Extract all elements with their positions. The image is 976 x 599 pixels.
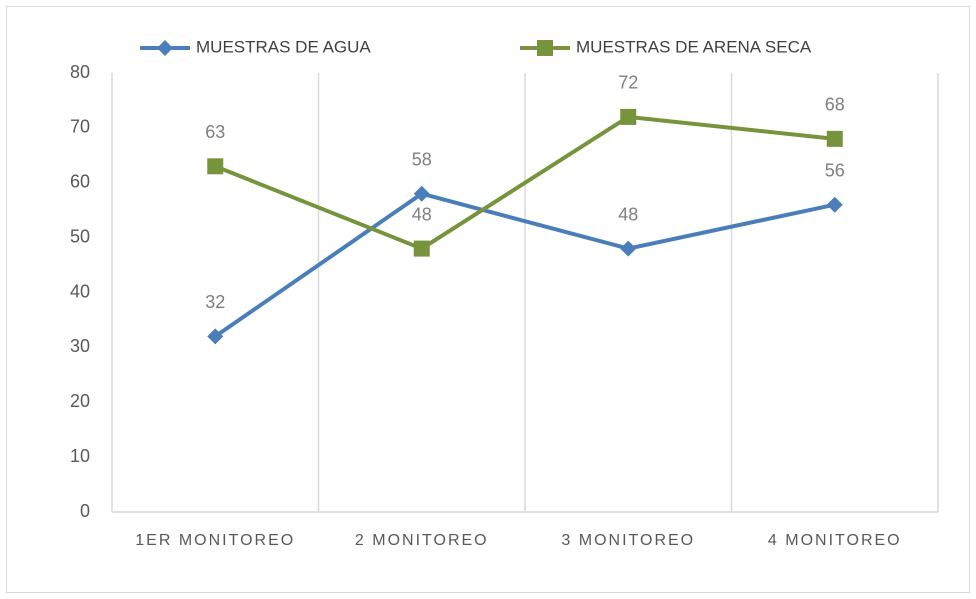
y-tick-label: 40 [70, 281, 90, 301]
chart-border [6, 6, 970, 593]
data-label: 68 [825, 95, 845, 115]
y-tick-label: 70 [70, 117, 90, 137]
x-tick-label: 3 MONITOREO [561, 532, 695, 549]
y-tick-label: 60 [70, 172, 90, 192]
data-label: 63 [205, 122, 225, 142]
data-label: 48 [618, 204, 638, 224]
y-tick-label: 30 [70, 336, 90, 356]
x-tick-label: 4 MONITOREO [768, 532, 902, 549]
legend-marker [157, 40, 173, 56]
series-line [214, 114, 835, 251]
series-line [214, 191, 836, 339]
y-tick-label: 20 [70, 391, 90, 411]
data-label: 48 [412, 204, 432, 224]
x-tick-label: 2 MONITOREO [355, 532, 489, 549]
data-point [207, 158, 224, 175]
legend-label: MUESTRAS DE ARENA SECA [576, 37, 812, 56]
data-label: 72 [618, 73, 638, 93]
y-tick-label: 50 [70, 226, 90, 246]
data-point [826, 196, 843, 213]
data-point [826, 130, 843, 147]
data-label: 56 [825, 160, 845, 180]
y-tick-label: 80 [70, 62, 90, 82]
legend-marker [537, 40, 553, 56]
data-label: 58 [412, 149, 432, 169]
x-tick-label: 1ER MONITOREO [135, 532, 295, 549]
y-tick-label: 0 [80, 501, 90, 521]
data-point [413, 185, 430, 202]
data-point [620, 240, 637, 257]
data-label: 32 [205, 292, 225, 312]
legend-label: MUESTRAS DE AGUA [196, 37, 371, 56]
y-tick-label: 10 [70, 446, 90, 466]
data-point [207, 328, 224, 345]
data-point [620, 108, 637, 125]
data-point [413, 240, 430, 257]
